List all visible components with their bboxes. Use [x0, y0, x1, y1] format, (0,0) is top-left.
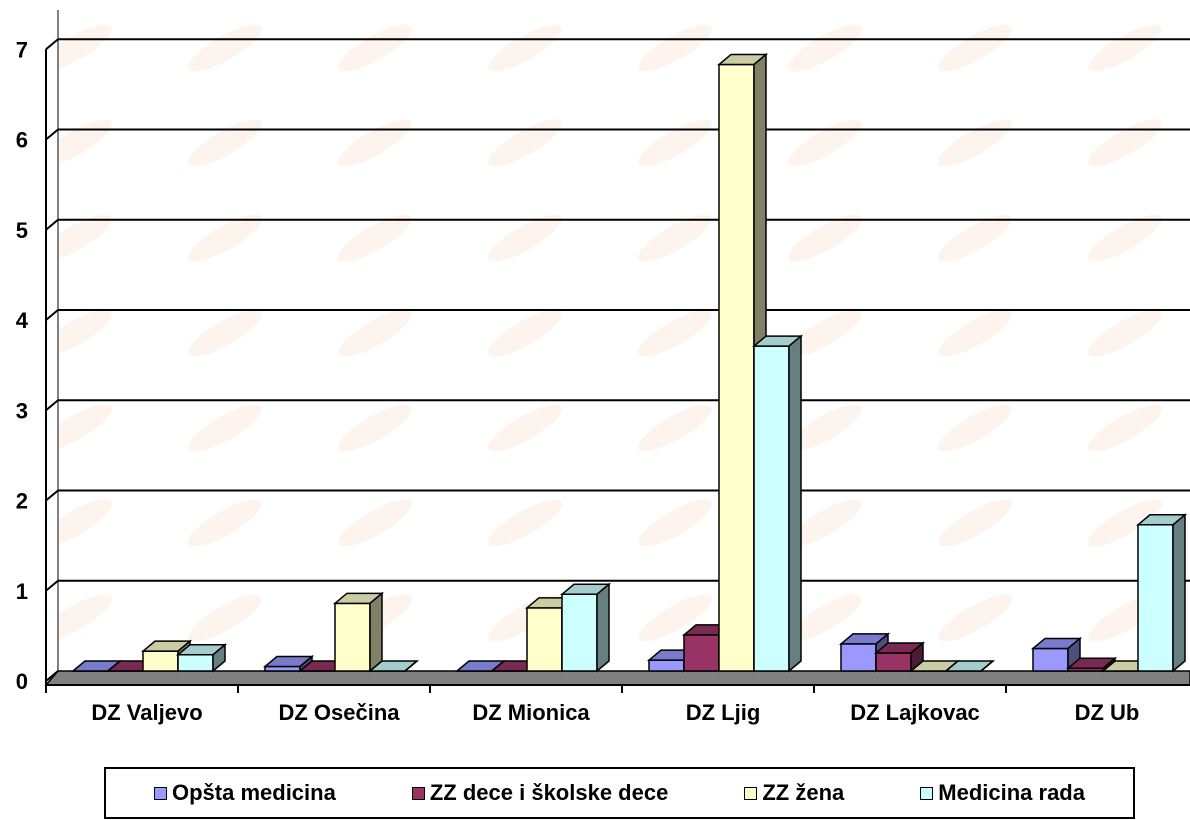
y-tick-label: 0: [16, 669, 28, 694]
x-tick-label: DZ Ljig: [686, 700, 761, 725]
y-tick-mark: [45, 489, 59, 502]
y-tick-mark: [45, 579, 59, 592]
y-tick-mark: [45, 218, 59, 231]
legend-label: Medicina rada: [938, 780, 1085, 805]
x-tick-label: DZ Mionica: [472, 700, 590, 725]
y-tick-label: 1: [16, 579, 28, 604]
category-labels: DZ Valjevo DZ Osečina DZ Mionica DZ Ljig DZ …: [91, 700, 1139, 725]
y-tick-label: 7: [16, 37, 28, 62]
legend-swatch: [411, 786, 425, 800]
y-tick-label: 4: [16, 308, 29, 333]
legend-label: ZZ žena: [762, 780, 845, 805]
legend-label: Opšta medicina: [172, 780, 336, 805]
legend-item: ZZ žena: [744, 780, 844, 806]
y-tick-mark: [45, 309, 59, 321]
legend: Opšta medicina ZZ dece i školske dece ZZ ž…: [104, 767, 1135, 819]
bar: [873, 641, 926, 673]
bars: [70, 52, 1188, 673]
legend-swatch: [744, 786, 758, 800]
bar: [751, 334, 804, 673]
bar: [262, 654, 315, 673]
bar: [559, 582, 612, 673]
legend-item: ZZ dece i školske dece: [411, 780, 669, 806]
y-tick-label: 6: [16, 128, 28, 153]
legend-swatch: [154, 786, 167, 800]
x-tick-label: DZ Osečina: [278, 700, 400, 725]
bar: [175, 643, 228, 673]
gridlines: [58, 38, 1190, 582]
legend-item: Medicina rada: [920, 780, 1085, 806]
y-tick-mark: [45, 399, 59, 412]
x-tick-label: DZ Lajkovac: [850, 700, 980, 725]
y-tick-label: 2: [16, 489, 28, 514]
legend-label: ZZ dece i školske dece: [429, 780, 669, 805]
x-tick-label: DZ Valjevo: [91, 700, 202, 725]
legend-swatch: [920, 786, 934, 800]
plot-area: [57, 10, 1190, 675]
y-tick-mark: [45, 670, 59, 682]
bar: [332, 591, 385, 673]
y-tick-label: 5: [16, 218, 28, 243]
x-axis: [45, 684, 1190, 693]
y-tick-mark: [45, 128, 59, 141]
bar: [1135, 513, 1188, 673]
y-tick-mark: [45, 38, 59, 51]
legend-item: Opšta medicina: [154, 780, 336, 806]
y-tick-label: 3: [16, 398, 28, 423]
y-axis: 0 1 2 3 4 5 6 7: [16, 37, 59, 694]
bar: [367, 660, 420, 672]
floor-plane: [44, 670, 1190, 686]
x-tick-label: DZ Ub: [1075, 700, 1140, 725]
chart-floor: [44, 670, 1190, 686]
bar: [943, 660, 996, 672]
